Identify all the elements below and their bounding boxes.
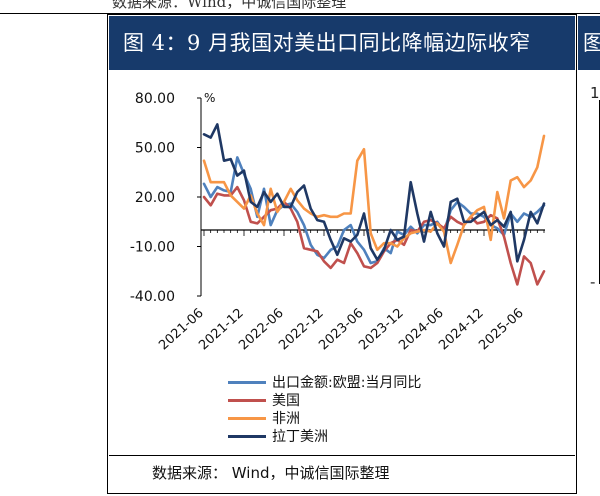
legend-swatch bbox=[228, 434, 266, 438]
right-tick-label: 1 bbox=[590, 84, 600, 102]
footer-divider bbox=[109, 455, 575, 456]
legend-swatch bbox=[228, 416, 266, 420]
y-axis-unit-label: % bbox=[204, 91, 215, 105]
legend-item: 美国 bbox=[228, 391, 421, 409]
right-header-text: 图 bbox=[583, 31, 600, 55]
right-figure-header: 图 bbox=[578, 16, 600, 70]
source-note: 数据来源： Wind，中诚信国际整理 bbox=[152, 464, 390, 482]
legend-swatch bbox=[228, 380, 266, 384]
y-tick-label: -10.00 bbox=[130, 240, 175, 256]
legend-swatch bbox=[228, 398, 266, 402]
top-cut-text: 数据来源：Wind，中诚信国际整理 bbox=[112, 0, 347, 11]
legend-label: 美国 bbox=[272, 393, 300, 409]
line-chart: 80.0050.0020.00-10.00-40.00%2021-062021-… bbox=[130, 91, 546, 353]
y-tick-label: 20.00 bbox=[135, 190, 175, 206]
series-line-4 bbox=[202, 123, 546, 263]
top-cut-strip: 数据来源：Wind，中诚信国际整理 bbox=[0, 0, 600, 14]
legend-label: 出口金额:欧盟:当月同比 bbox=[272, 375, 422, 391]
x-tick-label: 2025-06 bbox=[476, 306, 526, 353]
legend-item: 非洲 bbox=[228, 409, 421, 427]
y-tick-label: 50.00 bbox=[135, 141, 175, 157]
right-dash-label: - bbox=[590, 273, 596, 291]
legend-label: 非洲 bbox=[272, 411, 300, 427]
y-tick-label: -40.00 bbox=[130, 289, 175, 305]
series-line-3 bbox=[202, 134, 546, 265]
legend-item: 出口金额:欧盟:当月同比 bbox=[228, 373, 421, 391]
legend-label: 拉丁美洲 bbox=[272, 429, 328, 445]
figure-frame bbox=[107, 14, 577, 494]
legend-item: 拉丁美洲 bbox=[228, 427, 421, 445]
chart-legend: 出口金额:欧盟:当月同比 美国非洲拉丁美洲 bbox=[228, 373, 421, 445]
chart-title: 图 4：9 月我国对美出口同比降幅边际收窄 bbox=[123, 31, 531, 55]
top-divider bbox=[0, 13, 600, 14]
y-tick-label: 80.00 bbox=[135, 91, 175, 107]
figure-header: 图 4：9 月我国对美出口同比降幅边际收窄 bbox=[109, 16, 575, 70]
